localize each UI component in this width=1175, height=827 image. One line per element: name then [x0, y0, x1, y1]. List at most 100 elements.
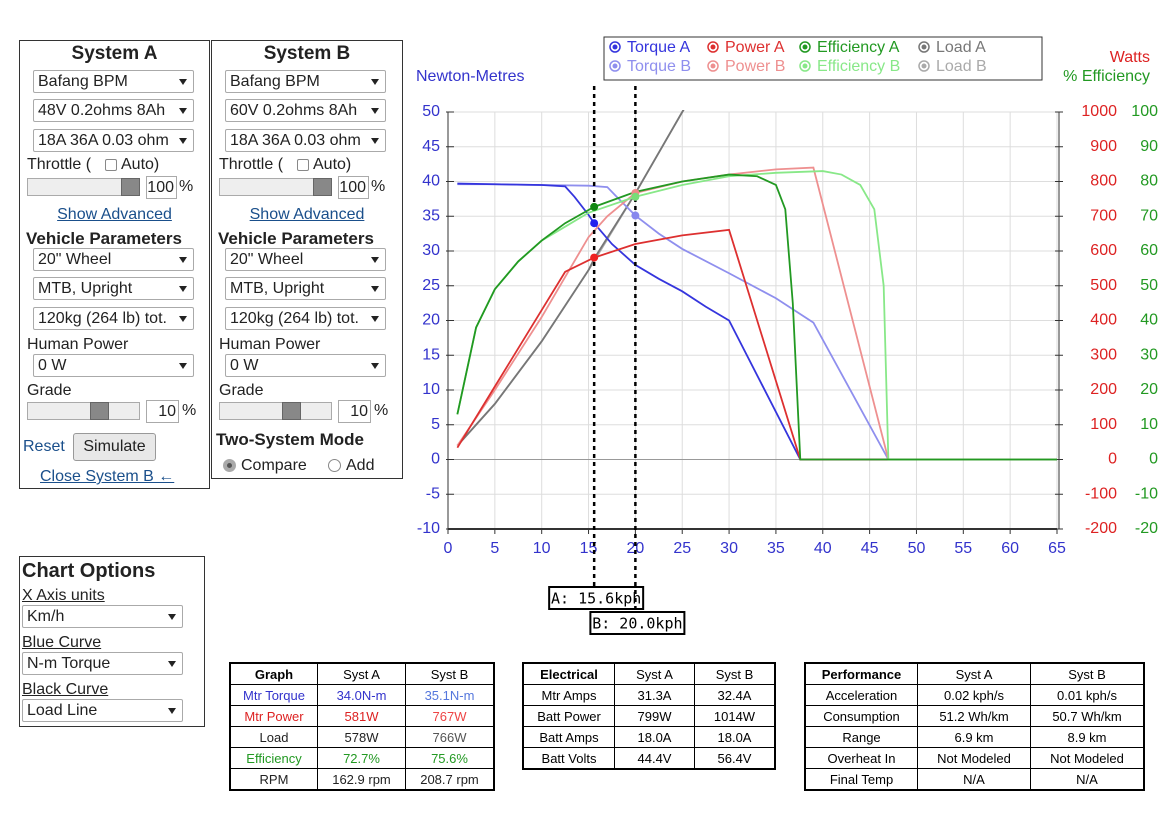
- cell: 18.0A: [694, 726, 776, 748]
- slider-thumb[interactable]: [313, 178, 332, 196]
- slider[interactable]: [27, 402, 140, 420]
- x-tick-label: 50: [908, 540, 926, 557]
- cell: Syst A: [614, 662, 695, 685]
- cell: 8.9 km: [1030, 726, 1145, 748]
- cell: 35.1N-m: [405, 684, 495, 706]
- x-tick-label: 55: [954, 540, 972, 557]
- cell: Mtr Torque: [229, 684, 318, 706]
- panel-title: System A: [71, 43, 158, 64]
- cell: 31.3A: [614, 684, 695, 706]
- select[interactable]: 48V 0.2ohms 8Ah: [33, 99, 194, 122]
- legend-label: Power B: [725, 58, 785, 75]
- cell: Not Modeled: [1030, 747, 1145, 769]
- cell: 72.7%: [317, 747, 406, 769]
- cell: RPM: [229, 768, 318, 791]
- label: Grade: [27, 382, 72, 399]
- cell: Efficiency: [229, 747, 318, 769]
- select[interactable]: 120kg (264 lb) tot.: [33, 307, 194, 330]
- y-tick-label: 25: [422, 277, 440, 294]
- graph-table: Graph Syst A Syst B Mtr Torque 34.0N-m 35.1N-…: [229, 662, 495, 791]
- unit: %: [182, 402, 197, 419]
- cell: 56.4V: [694, 747, 776, 770]
- cell: Syst B: [405, 662, 495, 685]
- cell: 50.7 Wh/km: [1030, 705, 1145, 727]
- slider-thumb[interactable]: [121, 178, 140, 196]
- legend-label: Efficiency A: [817, 39, 900, 56]
- y3-tick-label: 20: [1140, 381, 1158, 398]
- series-line: [456, 170, 1057, 461]
- select[interactable]: 60V 0.2ohms 8Ah: [225, 99, 386, 122]
- cell: 75.6%: [405, 747, 495, 769]
- select[interactable]: MTB, Upright: [225, 277, 386, 300]
- x-tick-label: 5: [490, 540, 499, 557]
- select[interactable]: Load Line: [22, 699, 183, 722]
- link[interactable]: Show Advanced: [57, 206, 172, 223]
- y3-tick-label: 100: [1131, 103, 1158, 120]
- legend-label: Torque A: [627, 39, 690, 56]
- select[interactable]: 18A 36A 0.03 ohm: [33, 129, 194, 152]
- select[interactable]: Bafang BPM: [33, 70, 194, 93]
- x-tick-label: 40: [814, 540, 832, 557]
- slider-thumb[interactable]: [90, 402, 109, 420]
- cell: Final Temp: [804, 768, 918, 791]
- select[interactable]: N-m Torque: [22, 652, 183, 675]
- select[interactable]: 0 W: [225, 354, 386, 377]
- link[interactable]: Reset: [23, 438, 65, 455]
- input[interactable]: 100: [338, 176, 369, 199]
- cell: Syst A: [917, 662, 1031, 685]
- select[interactable]: 20" Wheel: [33, 248, 194, 271]
- unit: %: [374, 402, 389, 419]
- cell: Load: [229, 726, 318, 748]
- select[interactable]: Bafang BPM: [225, 70, 386, 93]
- select[interactable]: Km/h: [22, 605, 183, 628]
- y2-tick-label: 900: [1090, 138, 1117, 155]
- cell: Syst B: [694, 662, 776, 685]
- link[interactable]: Close System B ←: [40, 468, 175, 485]
- panel-title: Chart Options: [22, 560, 156, 582]
- input[interactable]: 10: [338, 400, 371, 423]
- series-line: [456, 228, 1057, 461]
- panel: [19, 556, 205, 727]
- cursor-dot: [590, 253, 599, 262]
- cursor-dot: [590, 219, 599, 228]
- select[interactable]: 120kg (264 lb) tot.: [225, 307, 386, 330]
- performance-table: Performance Syst A Syst B Acceleration 0.02 …: [804, 662, 1145, 791]
- input[interactable]: 100: [146, 176, 177, 199]
- y2-tick-label: 1000: [1081, 103, 1117, 120]
- label: Throttle (: [219, 156, 284, 173]
- unit: %: [179, 178, 194, 195]
- y2-axis-label: Watts: [1110, 49, 1150, 66]
- input[interactable]: 10: [146, 400, 179, 423]
- cell: 1014W: [694, 705, 776, 727]
- radio[interactable]: [223, 459, 236, 472]
- legend-icon: [921, 44, 927, 50]
- unit: %: [371, 178, 386, 195]
- checkbox[interactable]: [105, 159, 117, 171]
- checkbox[interactable]: [297, 159, 309, 171]
- y2-tick-label: 300: [1090, 346, 1117, 363]
- y2-tick-label: -100: [1085, 485, 1117, 502]
- button[interactable]: Simulate: [73, 433, 156, 461]
- cursor-label: B: 20.0kph: [592, 615, 682, 633]
- cursor-label-box: [589, 611, 686, 635]
- plot-area: [456, 110, 1057, 461]
- panel: [19, 40, 210, 489]
- y-tick-label: 45: [422, 138, 440, 155]
- y2-tick-label: 0: [1108, 451, 1117, 468]
- cell: Electrical: [522, 662, 615, 685]
- select[interactable]: 0 W: [33, 354, 194, 377]
- cursor-dot: [631, 211, 640, 220]
- slider-thumb[interactable]: [282, 402, 301, 420]
- heading: Vehicle Parameters: [26, 229, 182, 248]
- cell: Overheat In: [804, 747, 918, 769]
- radio[interactable]: [328, 459, 341, 472]
- cell: Mtr Power: [229, 705, 318, 727]
- select[interactable]: 18A 36A 0.03 ohm: [225, 129, 386, 152]
- link[interactable]: Show Advanced: [249, 206, 365, 223]
- electrical-table: Electrical Syst A Syst B Mtr Amps 31.3A 32.4A…: [522, 662, 776, 770]
- label: Compare: [241, 457, 307, 474]
- select[interactable]: MTB, Upright: [33, 277, 194, 300]
- y-tick-label: 15: [422, 346, 440, 363]
- select[interactable]: 20" Wheel: [225, 248, 386, 271]
- slider[interactable]: [219, 402, 332, 420]
